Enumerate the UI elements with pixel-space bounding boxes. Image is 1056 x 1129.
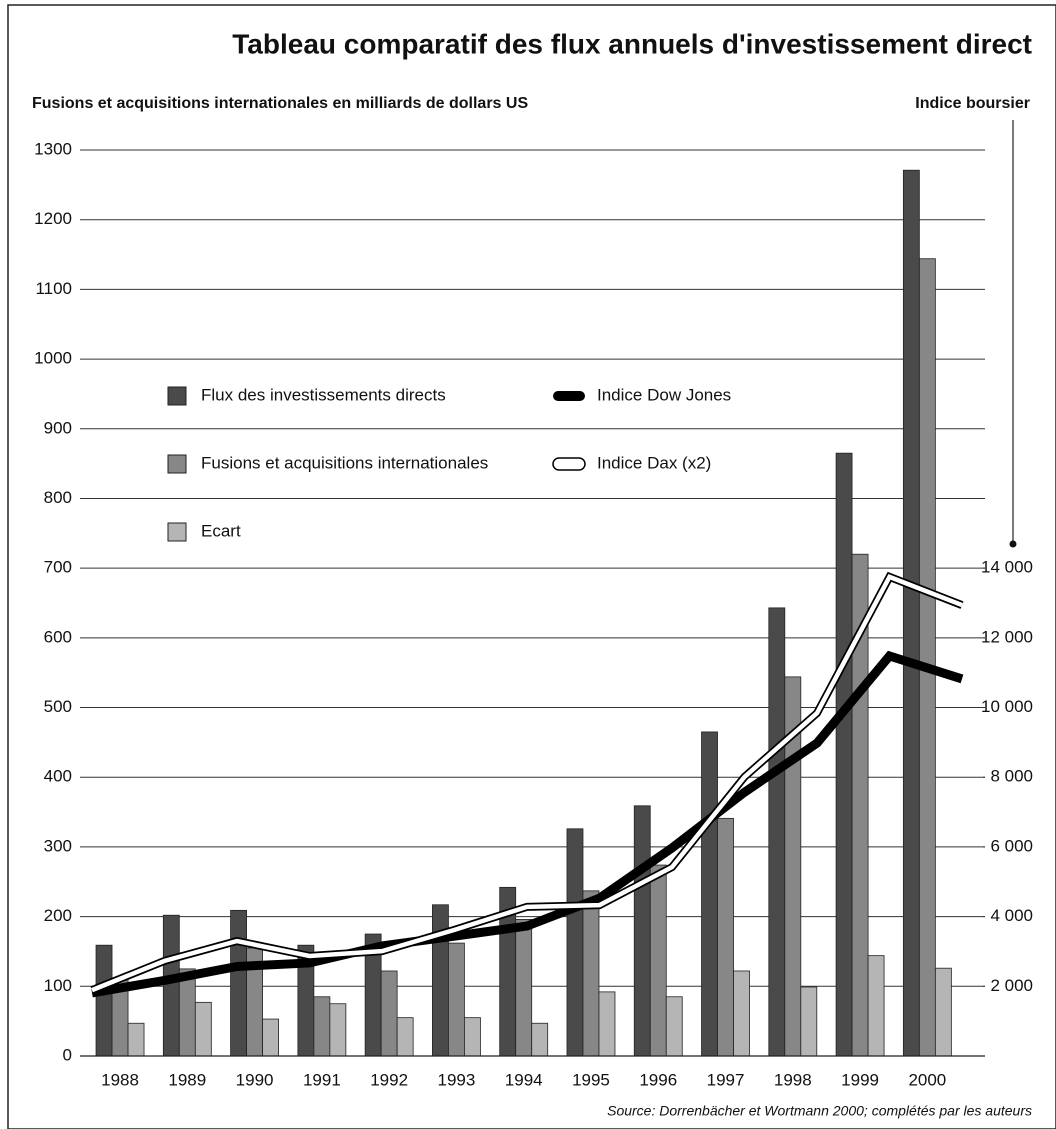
y-tick-label: 1000 bbox=[34, 349, 72, 368]
y-tick-label: 900 bbox=[44, 418, 72, 437]
x-tick-label: 1995 bbox=[572, 1070, 610, 1089]
frame bbox=[7, 4, 1056, 1129]
y-tick-label: 200 bbox=[44, 906, 72, 925]
bar bbox=[934, 967, 952, 1057]
x-tick-label: 1999 bbox=[841, 1070, 879, 1089]
y2-tick-label: 12 000 bbox=[981, 627, 1033, 646]
bar bbox=[194, 1001, 212, 1057]
line bbox=[91, 650, 964, 998]
y2-tick-label: 6 000 bbox=[990, 836, 1033, 855]
x-tick-label: 1994 bbox=[505, 1070, 543, 1089]
bar bbox=[178, 968, 196, 1057]
bar bbox=[464, 1017, 481, 1057]
y-tick-label: 100 bbox=[44, 976, 72, 995]
y-tick-label: 800 bbox=[44, 488, 72, 507]
y-tick-label: 600 bbox=[44, 627, 72, 646]
bar bbox=[162, 914, 180, 1057]
x-tick-label: 1997 bbox=[707, 1070, 745, 1089]
legend-label: Indice Dax (x2) bbox=[597, 453, 711, 472]
bar bbox=[867, 955, 885, 1057]
x-tick-label: 1993 bbox=[438, 1070, 476, 1089]
chart-title: Tableau comparatif des flux annuels d'in… bbox=[232, 28, 1032, 59]
legend-swatch bbox=[553, 391, 585, 401]
bar bbox=[701, 731, 718, 1057]
y2-axis-title: Indice boursier bbox=[915, 95, 1030, 112]
bar bbox=[598, 991, 616, 1057]
y2-tick-label: 10 000 bbox=[981, 697, 1033, 716]
y-tick-label: 0 bbox=[63, 1045, 72, 1064]
bar bbox=[380, 970, 398, 1057]
bar bbox=[230, 909, 247, 1057]
y-tick-label: 400 bbox=[44, 767, 72, 786]
bar bbox=[313, 996, 331, 1057]
x-tick-label: 1990 bbox=[236, 1070, 274, 1089]
x-tick-label: 2000 bbox=[908, 1070, 946, 1089]
y-tick-label: 1100 bbox=[35, 279, 72, 298]
bar bbox=[329, 1003, 347, 1057]
x-tick-label: 1992 bbox=[370, 1070, 408, 1089]
y-tick-label: 700 bbox=[44, 558, 72, 577]
x-tick-label: 1989 bbox=[168, 1070, 206, 1089]
legend-label: Fusions et acquisitions internationales bbox=[201, 453, 488, 472]
y2-tick-label: 2 000 bbox=[990, 976, 1033, 995]
bar bbox=[902, 169, 920, 1057]
x-tick-label: 1988 bbox=[101, 1070, 139, 1089]
bar bbox=[582, 890, 600, 1057]
bar bbox=[800, 986, 818, 1057]
bar bbox=[95, 944, 113, 1057]
bar bbox=[665, 996, 683, 1057]
bar bbox=[717, 817, 734, 1057]
y2-tick-label: 14 000 bbox=[981, 558, 1033, 577]
y-tick-label: 1300 bbox=[34, 139, 72, 158]
bar bbox=[448, 942, 465, 1057]
y2-axis-dot bbox=[1009, 540, 1017, 548]
legend-swatch bbox=[167, 454, 187, 474]
y-tick-label: 500 bbox=[44, 697, 72, 716]
source: Source: Dorrenbächer et Wortmann 2000; c… bbox=[607, 1103, 1032, 1119]
bar bbox=[531, 1022, 549, 1057]
x-tick-label: 1996 bbox=[639, 1070, 677, 1089]
y2-tick-label: 8 000 bbox=[990, 767, 1033, 786]
y-tick-label: 300 bbox=[44, 836, 72, 855]
x-tick-label: 1991 bbox=[303, 1070, 341, 1089]
bar bbox=[768, 607, 786, 1057]
bar bbox=[432, 904, 449, 1057]
legend-label: Ecart bbox=[201, 521, 241, 540]
bar bbox=[262, 1018, 279, 1057]
bar bbox=[918, 258, 936, 1057]
y-tick-label: 1200 bbox=[34, 209, 72, 228]
legend-label: Indice Dow Jones bbox=[597, 385, 731, 404]
line bbox=[91, 574, 963, 993]
bar bbox=[566, 828, 584, 1057]
bar bbox=[396, 1017, 414, 1057]
y-axis-title: Fusions et acquisitions internationales … bbox=[32, 95, 528, 112]
bar bbox=[835, 452, 853, 1057]
bar bbox=[515, 919, 533, 1057]
bar bbox=[733, 970, 750, 1057]
bar bbox=[649, 864, 667, 1057]
legend-label: Flux des investissements directs bbox=[201, 385, 446, 404]
x-tick-label: 1998 bbox=[774, 1070, 812, 1089]
legend-swatch bbox=[552, 457, 586, 471]
legend-swatch bbox=[167, 522, 187, 542]
bar bbox=[127, 1022, 145, 1057]
bar bbox=[633, 805, 651, 1057]
legend-swatch bbox=[167, 386, 187, 406]
y2-tick-label: 4 000 bbox=[990, 906, 1033, 925]
